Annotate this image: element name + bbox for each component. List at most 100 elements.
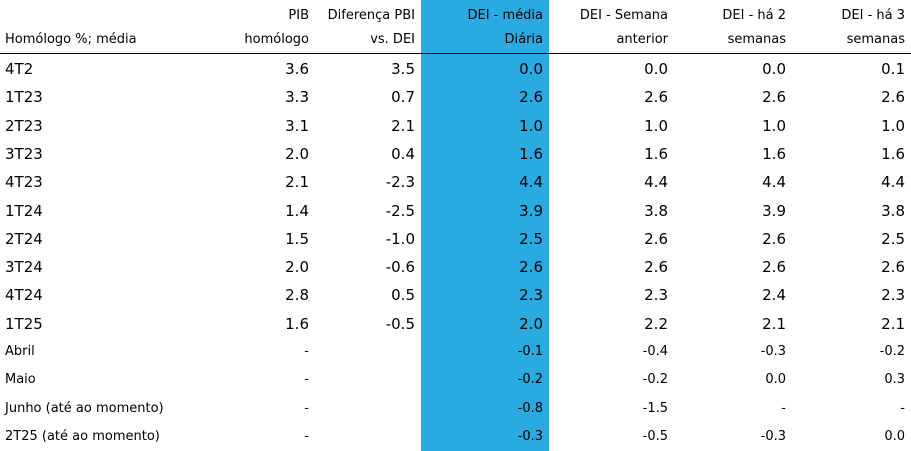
dei-3sem-cell: 0.0 xyxy=(884,428,905,444)
dei-2sem-cell: 2.6 xyxy=(762,258,786,277)
dei-semana-cell: 0.0 xyxy=(644,60,668,78)
diferenca-cell: 0.4 xyxy=(391,144,415,163)
header-line-1: PIB xyxy=(288,8,309,23)
dei-semana-cell: -0.5 xyxy=(642,428,668,444)
dei-semana-cell: -0.2 xyxy=(642,372,668,388)
row-label: Maio xyxy=(5,372,36,388)
highlight-column xyxy=(421,0,549,451)
row-label: Junho (até ao momento) xyxy=(5,400,164,416)
dei-media-cell: -0.3 xyxy=(517,428,543,444)
header-label: Homólogo %; média xyxy=(0,0,215,53)
dei-media-cell: 2.6 xyxy=(519,258,543,277)
dei-2sem-cell: 2.4 xyxy=(762,286,786,305)
header-line-1: Diferença PBI xyxy=(327,8,415,23)
header-diferenca: Diferença PBI vs. DEI xyxy=(315,0,421,53)
row-label: 3T23 xyxy=(5,144,43,163)
header-dei-3sem: DEI - há 3 semanas xyxy=(792,0,911,53)
table-row: 2T23 3.1 2.1 1.0 1.0 1.0 1.0 xyxy=(0,112,911,140)
pib-cell: 1.6 xyxy=(285,314,309,333)
table-row: Junho (até ao momento) - -0.8 -1.5 - - xyxy=(0,395,911,423)
table-row: Abril - -0.1 -0.4 -0.3 -0.2 xyxy=(0,338,911,366)
dei-2sem-cell: 4.4 xyxy=(762,173,786,192)
dei-semana-cell: 2.6 xyxy=(644,88,668,107)
diferenca-cell xyxy=(315,395,421,423)
diferenca-cell: 2.1 xyxy=(391,116,415,135)
header-line-2: semanas xyxy=(727,32,786,47)
diferenca-cell: -0.6 xyxy=(385,258,415,277)
row-label: 2T24 xyxy=(5,229,43,248)
pib-cell: 2.8 xyxy=(285,286,309,305)
dei-semana-cell: -1.5 xyxy=(642,400,668,416)
header-line-2: homólogo xyxy=(244,32,309,47)
diferenca-cell: -0.5 xyxy=(385,314,415,333)
table-row: 4T2 3.6 3.5 0.0 0.0 0.0 0.1 xyxy=(0,55,911,83)
diferenca-cell: 0.7 xyxy=(391,88,415,107)
dei-media-cell: 0.0 xyxy=(519,60,543,78)
dei-semana-cell: 4.4 xyxy=(644,173,668,192)
dei-semana-cell: -0.4 xyxy=(642,344,668,359)
header-dei-media: DEI - média Diária xyxy=(421,0,549,53)
header-line-1: DEI - há 3 xyxy=(841,8,905,23)
header-line-1 xyxy=(5,4,209,28)
pib-cell: 2.0 xyxy=(285,258,309,277)
table-row: 1T23 3.3 0.7 2.6 2.6 2.6 2.6 xyxy=(0,83,911,111)
header-line-2: Diária xyxy=(504,32,543,47)
table-row: 4T24 2.8 0.5 2.3 2.3 2.4 2.3 xyxy=(0,281,911,309)
dei-3sem-cell: 1.0 xyxy=(881,116,905,135)
dei-media-cell: 1.6 xyxy=(519,144,543,163)
dei-2sem-cell: 2.6 xyxy=(762,88,786,107)
header-line-1: DEI - há 2 xyxy=(722,8,786,23)
pib-cell: - xyxy=(304,400,309,416)
table-row: 3T24 2.0 -0.6 2.6 2.6 2.6 2.6 xyxy=(0,253,911,281)
dei-2sem-cell: 2.6 xyxy=(762,229,786,248)
dei-media-cell: 2.3 xyxy=(519,286,543,305)
table-header: Homólogo %; média PIB homólogo Diferença… xyxy=(0,0,911,54)
dei-semana-cell: 2.6 xyxy=(644,258,668,277)
row-label: 1T23 xyxy=(5,88,43,107)
header-line-2: vs. DEI xyxy=(370,32,415,47)
row-label: 4T24 xyxy=(5,286,43,305)
diferenca-cell: 0.5 xyxy=(391,286,415,305)
dei-3sem-cell: - xyxy=(900,400,905,416)
dei-2sem-cell: -0.3 xyxy=(760,344,786,359)
dei-2sem-cell: 0.0 xyxy=(765,372,786,388)
dei-semana-cell: 3.8 xyxy=(644,201,668,220)
dei-3sem-cell: 4.4 xyxy=(881,173,905,192)
table-row: 1T24 1.4 -2.5 3.9 3.8 3.9 3.8 xyxy=(0,197,911,225)
dei-2sem-cell: 0.0 xyxy=(762,60,786,78)
dei-3sem-cell: 2.5 xyxy=(881,229,905,248)
dei-2sem-cell: 2.1 xyxy=(762,314,786,333)
diferenca-cell: 3.5 xyxy=(391,60,415,78)
dei-2sem-cell: - xyxy=(781,400,786,416)
diferenca-cell: -2.3 xyxy=(385,173,415,192)
row-label: 4T2 xyxy=(5,60,34,78)
dei-media-cell: -0.1 xyxy=(517,344,543,359)
pib-cell: 1.4 xyxy=(285,201,309,220)
dei-3sem-cell: 3.8 xyxy=(881,201,905,220)
header-pib: PIB homólogo xyxy=(215,0,315,53)
pib-cell: 2.1 xyxy=(285,173,309,192)
table-row: 1T25 1.6 -0.5 2.0 2.2 2.1 2.1 xyxy=(0,310,911,338)
dei-3sem-cell: 0.1 xyxy=(881,60,905,78)
dei-2sem-cell: 3.9 xyxy=(762,201,786,220)
dei-media-cell: 2.0 xyxy=(519,314,543,333)
dei-3sem-cell: 0.3 xyxy=(884,372,905,388)
dei-3sem-cell: -0.2 xyxy=(879,344,905,359)
pib-cell: 3.3 xyxy=(285,88,309,107)
dei-media-cell: 3.9 xyxy=(519,201,543,220)
pib-cell: - xyxy=(304,428,309,444)
dei-3sem-cell: 1.6 xyxy=(881,144,905,163)
diferenca-cell xyxy=(315,366,421,394)
row-label: Abril xyxy=(5,344,35,359)
pib-cell: - xyxy=(304,372,309,388)
table-row: 2T25 (até ao momento) - -0.3 -0.5 -0.3 0.0 xyxy=(0,423,911,451)
dei-semana-cell: 2.2 xyxy=(644,314,668,333)
row-label: 1T24 xyxy=(5,201,43,220)
row-label: 3T24 xyxy=(5,258,43,277)
dei-3sem-cell: 2.6 xyxy=(881,258,905,277)
dei-semana-cell: 1.0 xyxy=(644,116,668,135)
dei-semana-cell: 1.6 xyxy=(644,144,668,163)
row-label: 1T25 xyxy=(5,314,43,333)
pib-cell: 2.0 xyxy=(285,144,309,163)
dei-media-cell: 2.5 xyxy=(519,229,543,248)
